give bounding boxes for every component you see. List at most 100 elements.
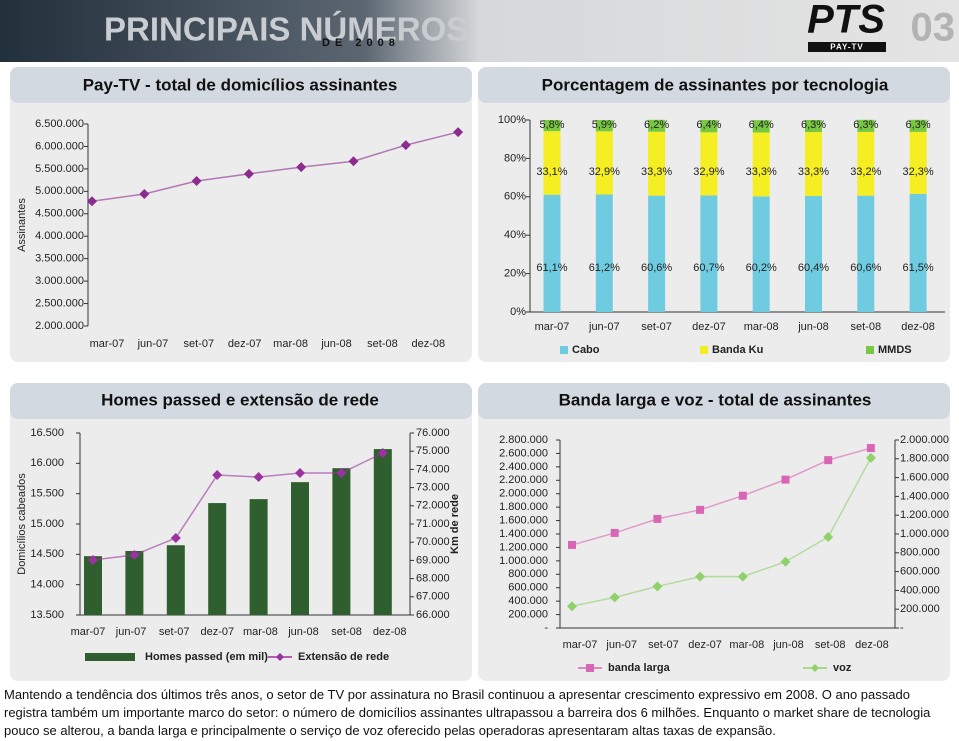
bar-segment	[648, 119, 666, 132]
bar-segment	[595, 131, 613, 195]
y-tick-label: 1.000.000	[499, 555, 548, 567]
footer-text: Mantendo a tendência dos últimos três an…	[4, 687, 931, 738]
x-tick-label: jun-08	[287, 626, 319, 638]
y-tick-label: 16.000	[30, 457, 64, 469]
line	[571, 447, 872, 546]
x-tick-label: set-08	[367, 338, 398, 350]
y-tick-label: 6.000.000	[35, 140, 84, 152]
y2-tick-label: -	[900, 622, 904, 634]
marker	[568, 540, 576, 549]
bar-segment	[857, 195, 875, 312]
y2-tick-label: 66.000	[416, 609, 450, 621]
bar-segment	[805, 196, 822, 312]
x-tick-label: jun-07	[588, 321, 620, 333]
marker	[336, 468, 347, 479]
value-label: 61,5%	[902, 262, 933, 274]
chart-title: Porcentagem de assinantes por tecnologia	[542, 75, 889, 94]
marker	[129, 549, 140, 560]
value-label: 6,4%	[696, 119, 721, 131]
y2-tick-label: 400.000	[900, 584, 940, 596]
y-axis-label: Assinantes	[16, 198, 28, 252]
x-tick-label: jun-07	[137, 338, 169, 350]
bar	[166, 545, 185, 615]
panel-header	[10, 383, 472, 419]
y-tick-label: 2.400.000	[499, 461, 548, 473]
x-tick-label: mar-07	[563, 639, 598, 651]
bar	[84, 556, 102, 615]
marker	[88, 555, 98, 566]
header-subtitle: DE 2008	[322, 37, 400, 49]
value-label: 5,8%	[539, 119, 564, 131]
marker	[253, 472, 264, 483]
marker	[139, 189, 150, 200]
y2-tick-label: 72.000	[416, 500, 450, 512]
x-tick-label: set-07	[159, 626, 190, 638]
y-tick-label: 5.000.000	[35, 185, 84, 197]
value-label: 33,3%	[746, 166, 777, 178]
y-tick-label: 40%	[504, 229, 526, 241]
bar-segment	[909, 119, 927, 132]
marker	[781, 475, 790, 484]
y2-tick-label: 600.000	[900, 566, 940, 578]
y-tick-label: 1.400.000	[499, 528, 548, 540]
x-tick-label: mar-08	[243, 626, 278, 638]
y-tick-label: 1.800.000	[499, 501, 548, 513]
y-tick-label: 2.800.000	[499, 434, 548, 446]
legend-label: Banda Ku	[712, 344, 763, 356]
x-tick-label: mar-07	[535, 321, 570, 333]
y2-tick-label: 70.000	[416, 536, 450, 548]
x-tick-label: mar-08	[729, 639, 764, 651]
x-tick-label: mar-08	[744, 321, 779, 333]
header-band	[0, 0, 959, 62]
x-tick-label: dez-07	[228, 338, 262, 350]
line	[92, 452, 384, 561]
y-tick-label: 14.500	[30, 548, 64, 560]
bar-segment	[648, 131, 666, 196]
value-label: 33,1%	[536, 166, 567, 178]
bar-segment	[752, 120, 770, 133]
value-label: 32,3%	[902, 166, 933, 178]
chart-title: Pay-TV - total de domicílios assinantes	[83, 75, 398, 94]
y2-tick-label: 73.000	[416, 482, 450, 494]
y-tick-label: 2.000.000	[35, 320, 84, 332]
value-label: 60,4%	[798, 262, 829, 274]
value-label: 60,6%	[641, 262, 672, 274]
x-tick-label: jun-07	[605, 639, 637, 651]
x-tick-label: jun-08	[772, 639, 804, 651]
panel-header	[478, 67, 950, 103]
y-tick-label: 2.000.000	[499, 488, 548, 500]
legend-swatch	[560, 346, 568, 354]
bar-segment	[805, 120, 822, 133]
chart-title: Banda larga e voz - total de assinantes	[559, 390, 872, 409]
value-label: 6,4%	[749, 119, 774, 131]
y2-tick-label: 67.000	[416, 591, 450, 603]
x-tick-label: jun-08	[320, 338, 352, 350]
header-title: PRINCIPAIS NÚMEROS	[104, 11, 468, 48]
value-label: 60,6%	[850, 262, 881, 274]
value-label: 32,9%	[693, 166, 724, 178]
legend-label: Cabo	[572, 344, 600, 356]
marker	[453, 127, 464, 138]
panel-header	[478, 383, 950, 419]
bar	[332, 468, 351, 615]
y-tick-label: 2.200.000	[499, 474, 548, 486]
x-tick-label: mar-08	[273, 338, 308, 350]
value-label: 61,2%	[589, 262, 620, 274]
marker	[824, 456, 833, 465]
logo-tagline: PAY-TV	[830, 43, 864, 52]
x-tick-label: jun-07	[115, 626, 147, 638]
marker	[170, 533, 181, 544]
y-tick-label: 60%	[504, 191, 526, 203]
bar-segment	[543, 131, 561, 195]
bar-segment	[909, 193, 927, 312]
y2-tick-label: 1.800.000	[900, 453, 949, 465]
x-tick-label: mar-07	[71, 626, 106, 638]
marker	[696, 505, 705, 514]
x-tick-label: dez-08	[373, 626, 407, 638]
y-tick-label: 200.000	[508, 608, 548, 620]
y-axis-label: Domicílios cabeados	[16, 473, 28, 575]
legend-swatch	[700, 346, 708, 354]
marker	[738, 491, 747, 500]
legend-marker	[276, 653, 284, 661]
